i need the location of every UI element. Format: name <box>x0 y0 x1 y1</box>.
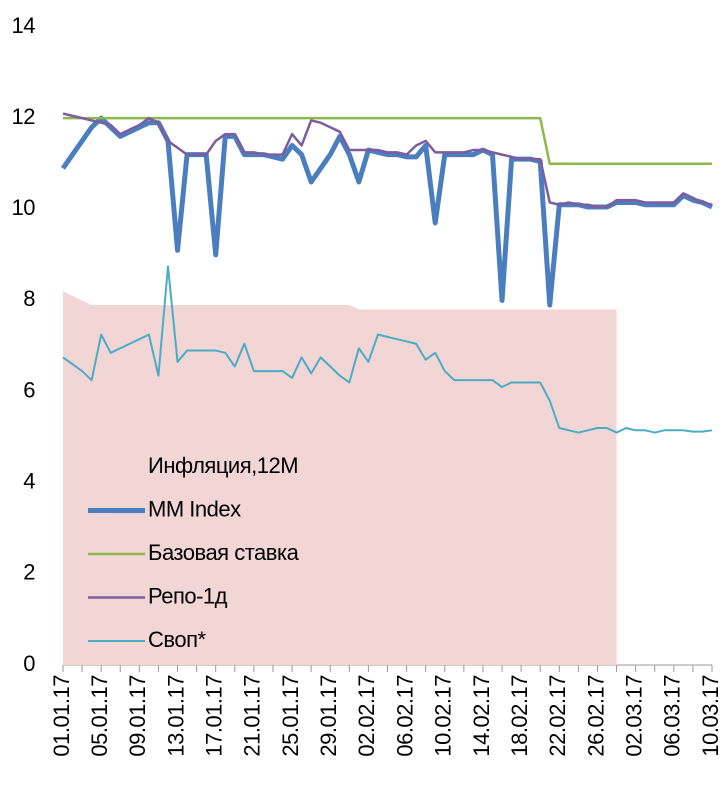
legend: Инфляция,12М MM Index Базовая ставка Репо-1… <box>88 453 300 652</box>
x-tick-label: 10.03.17 <box>698 675 723 757</box>
legend-swatch <box>88 458 145 476</box>
x-tick-label: 18.02.17 <box>507 675 532 757</box>
legend-label: Инфляция,12М <box>148 453 298 478</box>
y-tick-label: 10 <box>12 195 36 220</box>
y-tick-label: 12 <box>12 104 36 129</box>
y-tick-label: 14 <box>12 13 36 38</box>
y-tick-label: 2 <box>23 560 35 585</box>
line <box>62 112 713 209</box>
x-tick-label: 01.01.17 <box>49 675 74 757</box>
x-tick-label: 05.01.17 <box>87 675 112 757</box>
x-tick-label: 22.02.17 <box>545 675 570 757</box>
x-tick-label: 26.02.17 <box>583 675 608 757</box>
legend-label: MM Index <box>148 496 241 521</box>
x-tick-label: 13.01.17 <box>163 675 188 757</box>
legend-label: Репо-1д <box>148 583 228 608</box>
legend-label: Своп* <box>148 627 206 652</box>
x-tick-label: 06.03.17 <box>660 675 685 757</box>
x-tick-label: 10.02.17 <box>431 675 456 757</box>
line <box>62 265 713 434</box>
y-tick-label: 0 <box>23 651 35 676</box>
line <box>60 115 714 308</box>
x-tick-label: 17.01.17 <box>202 675 227 757</box>
x-tick-label: 14.02.17 <box>469 675 494 757</box>
line <box>63 116 712 165</box>
x-tick-label: 02.03.17 <box>621 675 646 757</box>
y-tick-label: 8 <box>23 286 35 311</box>
x-tick-label: 02.02.17 <box>354 675 379 757</box>
x-tick-label: 09.01.17 <box>125 675 150 757</box>
y-tick-label: 6 <box>23 377 35 402</box>
y-tick-label: 4 <box>23 469 35 494</box>
x-tick-label: 21.01.17 <box>240 675 265 757</box>
area <box>63 291 617 665</box>
legend-label: Базовая ставка <box>148 540 300 565</box>
x-tick-label: 29.01.17 <box>316 675 341 757</box>
x-tick-label: 25.01.17 <box>278 675 303 757</box>
x-tick-label: 06.02.17 <box>392 675 417 757</box>
